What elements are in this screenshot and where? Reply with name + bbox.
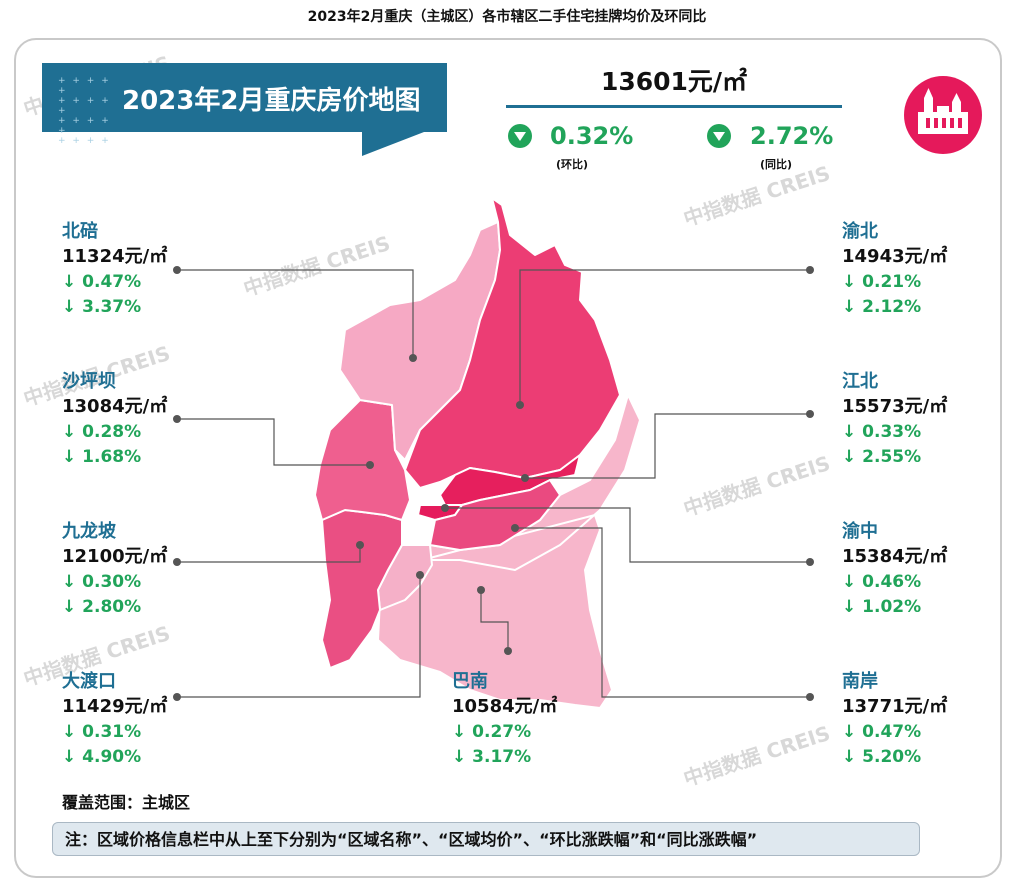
district-price: 15384元/㎡ <box>842 546 948 567</box>
district-info-dadukou: 大渡口 11429元/㎡ ↓ 0.31% ↓ 4.90% <box>62 670 167 770</box>
district-price: 10584元/㎡ <box>452 696 558 717</box>
district-info-shapingba: 沙坪坝 13084元/㎡ ↓ 0.28% ↓ 1.68% <box>62 370 167 470</box>
district-mom: ↓ 0.33% <box>842 422 922 442</box>
district-yoy: ↓ 3.37% <box>62 297 142 317</box>
district-price: 12100元/㎡ <box>62 546 168 567</box>
district-info-nanan: 南岸 13771元/㎡ ↓ 0.47% ↓ 5.20% <box>842 670 947 770</box>
district-mom: ↓ 0.31% <box>62 722 142 742</box>
district-price: 13084元/㎡ <box>62 396 168 417</box>
overall-yoy: 2.72% <box>750 122 834 150</box>
yoy-caption: (同比) <box>760 158 793 171</box>
district-name: 巴南 <box>452 671 488 692</box>
district-yoy: ↓ 5.20% <box>842 747 922 767</box>
district-mom: ↓ 0.30% <box>62 572 142 592</box>
district-info-yuzhong: 渝中 15384元/㎡ ↓ 0.46% ↓ 1.02% <box>842 520 947 620</box>
mom-caption: (环比) <box>556 158 589 171</box>
district-name: 沙坪坝 <box>62 371 116 392</box>
district-price: 11429元/㎡ <box>62 696 168 717</box>
district-info-jiangbei: 江北 15573元/㎡ ↓ 0.33% ↓ 2.55% <box>842 370 947 470</box>
district-yoy: ↓ 1.02% <box>842 597 922 617</box>
overall-avg-price: 13601元/㎡ <box>600 67 748 96</box>
district-price: 15573元/㎡ <box>842 396 948 417</box>
district-name: 江北 <box>842 371 878 392</box>
district-yoy: ↓ 4.90% <box>62 747 142 767</box>
down-arrow-icon <box>707 124 731 148</box>
district-name: 南岸 <box>842 671 878 692</box>
district-info-yubei: 渝北 14943元/㎡ ↓ 0.21% ↓ 2.12% <box>842 220 947 320</box>
district-info-banan: 巴南 10584元/㎡ ↓ 0.27% ↓ 3.17% <box>452 670 557 770</box>
district-yoy: ↓ 2.55% <box>842 447 922 467</box>
map-banner <box>42 63 447 132</box>
district-name: 北碚 <box>62 221 98 242</box>
district-info-beibei: 北碚 11324元/㎡ ↓ 0.47% ↓ 3.37% <box>62 220 167 320</box>
district-price: 13771元/㎡ <box>842 696 948 717</box>
banner-tail <box>362 132 424 156</box>
district-yoy: ↓ 1.68% <box>62 447 142 467</box>
district-price: 11324元/㎡ <box>62 246 168 267</box>
divider <box>506 105 842 108</box>
district-name: 大渡口 <box>62 671 116 692</box>
city-landmark-icon <box>904 76 982 154</box>
page-title: 2023年2月重庆（主城区）各市辖区二手住宅挂牌均价及环同比 <box>307 9 707 25</box>
district-mom: ↓ 0.46% <box>842 572 922 592</box>
district-name: 渝北 <box>842 221 878 242</box>
district-price: 14943元/㎡ <box>842 246 948 267</box>
district-name: 九龙坡 <box>62 521 116 542</box>
district-name: 渝中 <box>842 521 878 542</box>
district-mom: ↓ 0.47% <box>842 722 922 742</box>
district-yoy: ↓ 2.80% <box>62 597 142 617</box>
banner-title: 2023年2月重庆房价地图 <box>122 86 421 116</box>
district-mom: ↓ 0.47% <box>62 272 142 292</box>
coverage-label: 覆盖范围：主城区 <box>62 793 191 812</box>
district-mom: ↓ 0.28% <box>62 422 142 442</box>
dot-grid-icon: + + + + + + + + + + + + + + + + + + + <box>58 76 111 146</box>
district-mom: ↓ 0.21% <box>842 272 922 292</box>
district-info-jiulongpo: 九龙坡 12100元/㎡ ↓ 0.30% ↓ 2.80% <box>62 520 167 620</box>
footnote: 注：区域价格信息栏中从上至下分别为“区域名称”、“区域均价”、“环比涨跌幅”和“… <box>52 822 920 856</box>
district-yoy: ↓ 2.12% <box>842 297 922 317</box>
region-nanan <box>429 479 561 551</box>
district-yoy: ↓ 3.17% <box>452 747 532 767</box>
district-mom: ↓ 0.27% <box>452 722 532 742</box>
down-arrow-icon <box>508 124 532 148</box>
overall-mom: 0.32% <box>550 122 634 150</box>
